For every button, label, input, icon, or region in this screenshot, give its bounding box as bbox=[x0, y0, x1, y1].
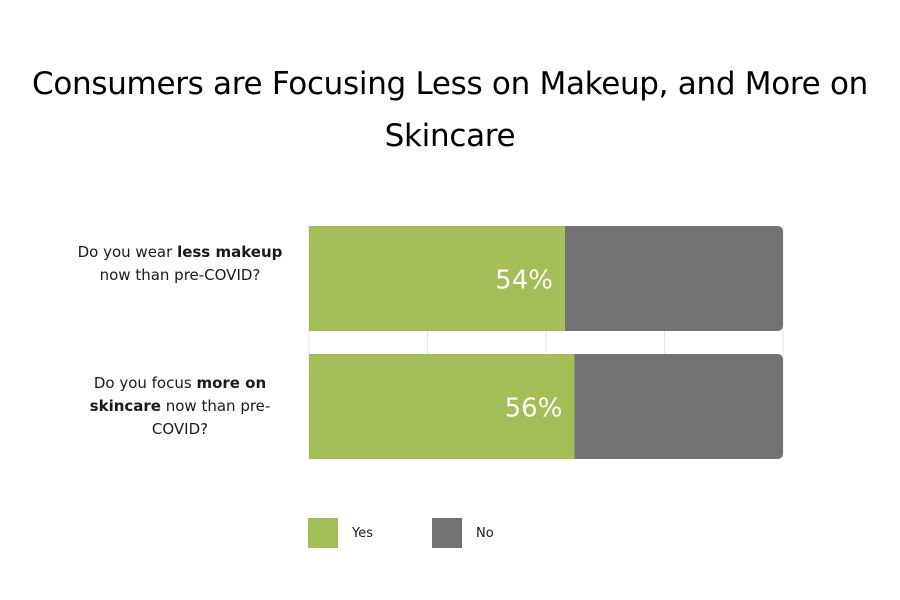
chart-title: Consumers are Focusing Less on Makeup, a… bbox=[31, 66, 868, 154]
bar-no-2 bbox=[574, 354, 783, 459]
legend-swatch-yes bbox=[308, 518, 338, 548]
legend-no: No bbox=[432, 518, 494, 548]
legend-label-yes: Yes bbox=[352, 525, 373, 541]
legend-swatch-no bbox=[432, 518, 462, 548]
data-label-2: 56% bbox=[505, 394, 563, 424]
category-label-2: Do you focus more on skincare now than p… bbox=[89, 374, 271, 438]
bar-yes-2 bbox=[309, 354, 575, 459]
legend-label-no: No bbox=[476, 525, 494, 541]
bar-yes-1 bbox=[309, 226, 565, 331]
category-label-1: Do you wear less makeup now than pre-COV… bbox=[77, 243, 283, 284]
legend-yes: Yes bbox=[308, 518, 373, 548]
bar-no-1 bbox=[564, 226, 783, 331]
data-label-1: 54% bbox=[495, 266, 553, 296]
